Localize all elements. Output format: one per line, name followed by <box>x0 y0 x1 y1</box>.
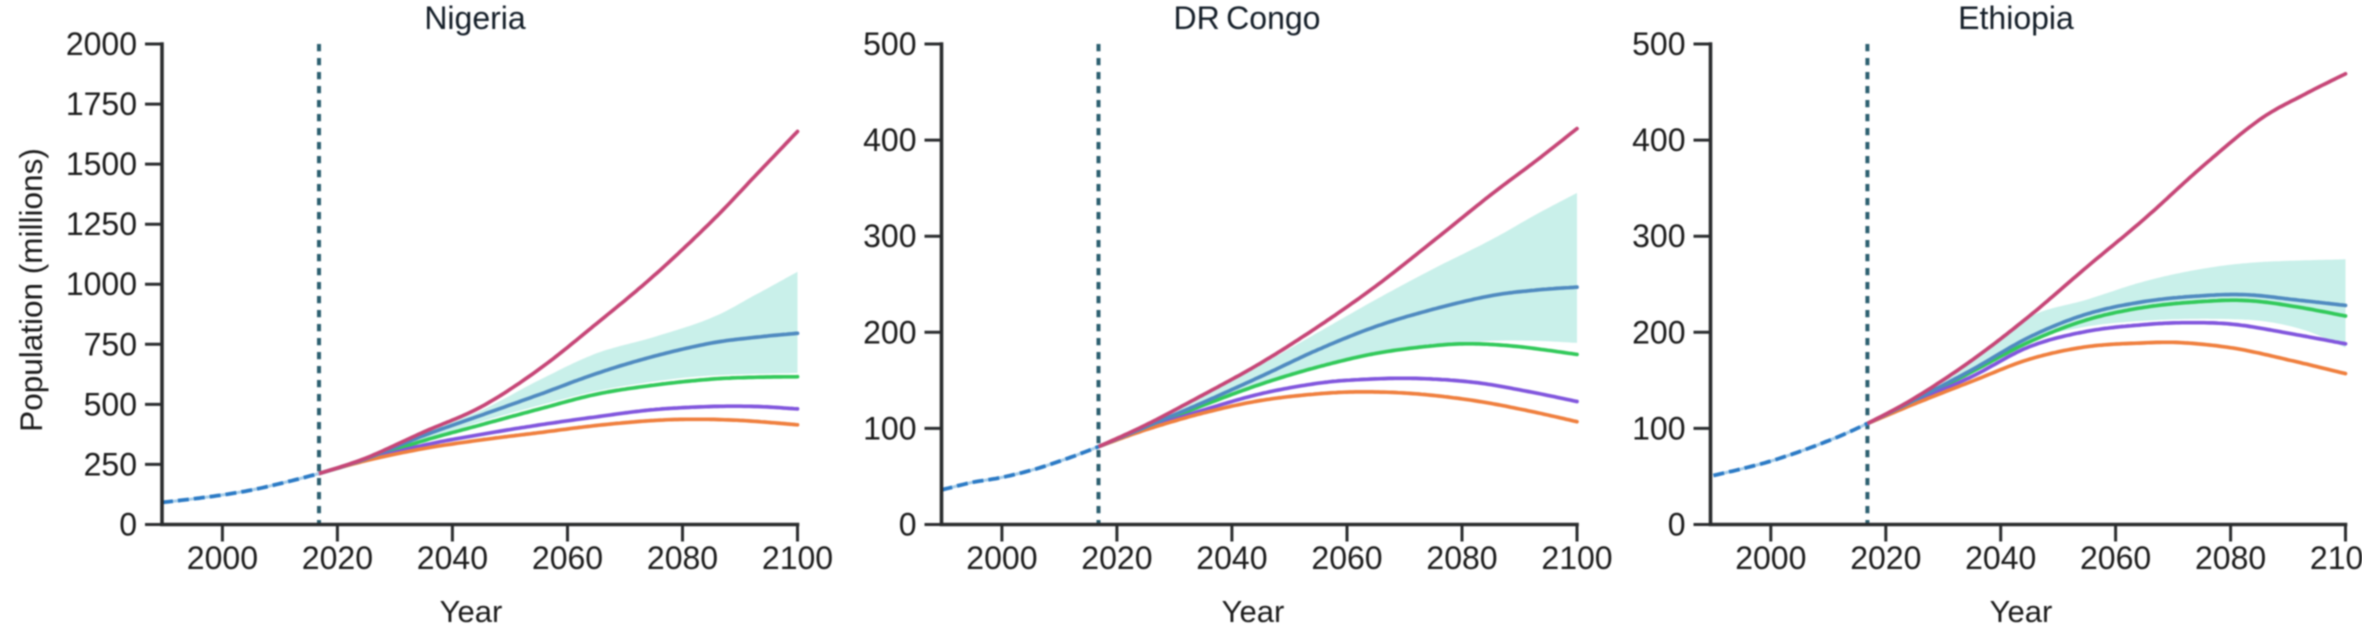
svg-text:2060: 2060 <box>2080 540 2151 576</box>
svg-text:1750: 1750 <box>66 86 137 122</box>
svg-text:Year: Year <box>440 594 503 629</box>
svg-text:1250: 1250 <box>66 206 137 242</box>
svg-text:500: 500 <box>1632 26 1685 62</box>
svg-text:2000: 2000 <box>1735 540 1806 576</box>
svg-text:300: 300 <box>863 218 916 254</box>
svg-text:2100: 2100 <box>762 540 833 576</box>
svg-text:2100: 2100 <box>1541 540 1612 576</box>
svg-text:0: 0 <box>119 507 137 543</box>
svg-text:2060: 2060 <box>1311 540 1382 576</box>
svg-text:2080: 2080 <box>647 540 718 576</box>
svg-text:200: 200 <box>863 314 916 350</box>
svg-text:1000: 1000 <box>66 266 137 302</box>
svg-text:2080: 2080 <box>1426 540 1497 576</box>
svg-text:2080: 2080 <box>2195 540 2266 576</box>
svg-text:2020: 2020 <box>1081 540 1152 576</box>
svg-text:Year: Year <box>1222 594 1285 629</box>
svg-text:Nigeria: Nigeria <box>424 0 526 36</box>
svg-text:0: 0 <box>899 507 917 543</box>
svg-text:300: 300 <box>1632 218 1685 254</box>
svg-text:1500: 1500 <box>66 146 137 182</box>
svg-text:200: 200 <box>1632 314 1685 350</box>
svg-text:2060: 2060 <box>532 540 603 576</box>
svg-text:2000: 2000 <box>966 540 1037 576</box>
svg-text:500: 500 <box>863 26 916 62</box>
svg-text:2020: 2020 <box>302 540 373 576</box>
svg-text:100: 100 <box>1632 410 1685 446</box>
svg-text:2000: 2000 <box>187 540 258 576</box>
svg-text:500: 500 <box>84 386 137 422</box>
svg-text:2040: 2040 <box>1196 540 1267 576</box>
svg-text:2040: 2040 <box>417 540 488 576</box>
svg-text:100: 100 <box>863 410 916 446</box>
svg-text:2100: 2100 <box>2310 540 2362 576</box>
svg-text:400: 400 <box>1632 122 1685 158</box>
svg-text:2000: 2000 <box>66 26 137 62</box>
svg-text:0: 0 <box>1668 507 1686 543</box>
svg-text:2040: 2040 <box>1965 540 2036 576</box>
svg-text:Ethiopia: Ethiopia <box>1958 0 2074 36</box>
svg-text:2020: 2020 <box>1850 540 1921 576</box>
svg-text:250: 250 <box>84 446 137 482</box>
svg-text:400: 400 <box>863 122 916 158</box>
svg-text:DR Congo: DR Congo <box>1174 0 1321 36</box>
svg-text:Population (millions): Population (millions) <box>13 148 49 432</box>
svg-text:750: 750 <box>84 326 137 362</box>
svg-text:Year: Year <box>1990 594 2053 629</box>
